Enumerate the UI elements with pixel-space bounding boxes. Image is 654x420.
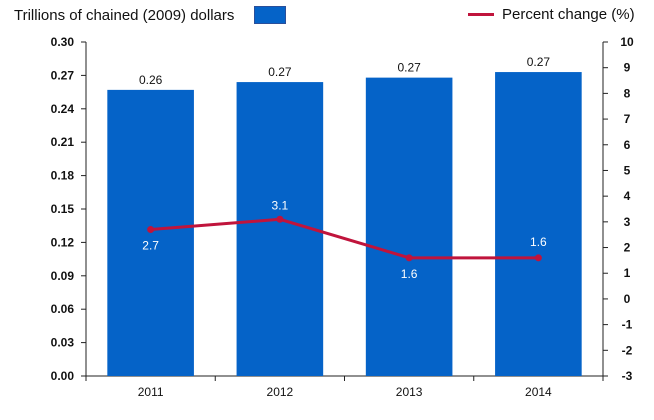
line-series: 2.7 3.1 1.6 1.6 [142,198,547,281]
right-tick-label: 2 [624,241,631,255]
right-tick-label: 8 [624,86,631,100]
bar-data-label: 0.26 [139,73,163,87]
line-point [534,254,542,262]
left-tick-label: 0.06 [51,302,75,316]
line-data-label: 1.6 [401,267,418,281]
bar [365,77,453,377]
right-tick-label: -1 [622,318,633,332]
right-tick-label: 4 [624,189,631,203]
right-tick-label: 7 [624,112,631,126]
bar-series: 0.26 0.27 0.27 0.27 [107,55,582,377]
x-tick-label: 2012 [267,385,294,399]
line-data-label: 1.6 [530,235,547,249]
left-tick-label: 0.27 [51,68,75,82]
bar-data-label: 0.27 [268,65,292,79]
left-tick-label: 0.09 [51,269,75,283]
left-tick-label: 0.03 [51,336,75,350]
line-point [147,226,155,234]
legend-bar-swatch [254,6,287,24]
right-tick-label: 5 [624,163,631,177]
legend-line-series: Percent change (%) [468,6,635,23]
left-tick-label: 0.24 [51,102,75,116]
line-point [405,254,413,262]
x-tick-label: 2011 [138,385,164,399]
left-tick-label: 0.18 [51,169,75,183]
line-data-label: 2.7 [142,239,159,253]
right-tick-label: 1 [624,266,631,280]
right-tick-label: 10 [620,35,634,49]
bar [495,72,582,376]
bar-data-label: 0.27 [397,61,421,75]
left-tick-label: 0.15 [51,202,75,216]
right-tick-label: -2 [622,343,633,357]
right-tick-label: 9 [624,61,631,75]
line-data-label: 3.1 [272,198,289,212]
percent-change-line [150,217,539,260]
x-tick-label: 2014 [525,385,552,399]
right-tick-label: 6 [624,138,631,152]
right-tick-label: -3 [622,369,633,383]
legend-line-label: Percent change (%) [502,6,635,23]
right-tick-label: 0 [624,292,631,306]
chart-axes: 0.00 0.03 0.06 0.09 0.12 0.15 0.18 0.21 0.24 0.27… [51,35,634,399]
right-tick-label: 3 [624,215,631,229]
legend-line-swatch [468,13,494,16]
legend-bar-series: Trillions of chained (2009) dollars [14,6,287,24]
line-point [276,215,284,223]
left-tick-label: 0.00 [51,369,75,383]
left-tick-label: 0.30 [51,35,75,49]
left-tick-label: 0.12 [51,235,75,249]
bar-data-label: 0.27 [527,55,551,69]
x-tick-label: 2013 [396,385,423,399]
left-tick-label: 0.21 [51,135,75,149]
legend-bar-label: Trillions of chained (2009) dollars [14,6,235,24]
